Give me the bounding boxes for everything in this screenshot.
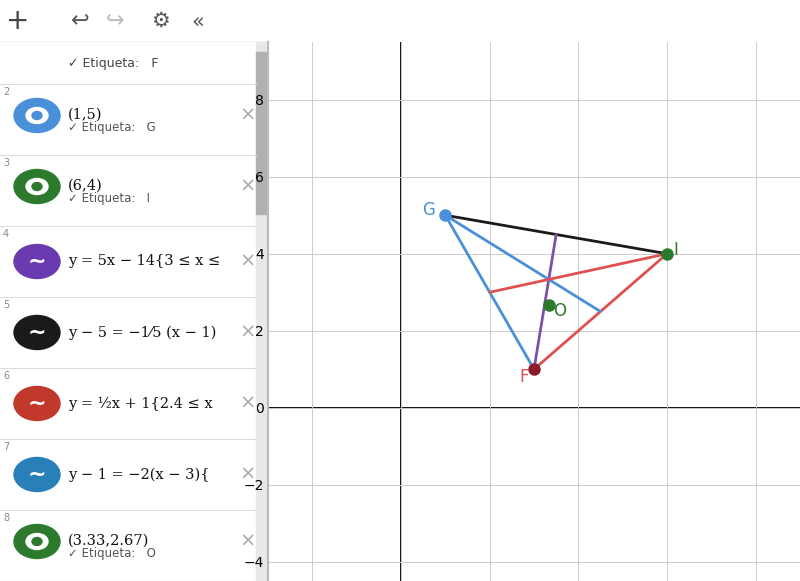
Text: ×: ×: [240, 323, 256, 342]
Text: ×: ×: [240, 177, 256, 196]
Ellipse shape: [14, 170, 60, 203]
Text: ⚙: ⚙: [150, 11, 170, 31]
Ellipse shape: [32, 537, 42, 546]
Text: ~: ~: [28, 393, 46, 414]
Text: (1,5): (1,5): [68, 107, 102, 121]
Text: 2: 2: [3, 87, 10, 97]
Text: ↪: ↪: [106, 11, 124, 31]
Text: y − 5 = −1⁄5 (x − 1): y − 5 = −1⁄5 (x − 1): [68, 325, 216, 340]
Text: +: +: [6, 7, 30, 35]
Text: ×: ×: [240, 106, 256, 125]
Text: y = ½x + 1{2.4 ≤ x: y = ½x + 1{2.4 ≤ x: [68, 396, 213, 411]
Text: ~: ~: [28, 322, 46, 343]
Ellipse shape: [26, 107, 48, 124]
Text: F: F: [519, 368, 529, 386]
Ellipse shape: [32, 182, 42, 191]
Text: 5: 5: [3, 300, 10, 310]
Text: I: I: [674, 241, 678, 259]
Text: y − 1 = −2(x − 3){: y − 1 = −2(x − 3){: [68, 467, 210, 482]
Ellipse shape: [14, 245, 60, 278]
Ellipse shape: [14, 386, 60, 421]
Text: (3.33,2.67): (3.33,2.67): [68, 533, 150, 547]
Text: 8: 8: [3, 513, 9, 523]
Text: ~: ~: [28, 252, 46, 271]
Bar: [256, 52, 268, 214]
Ellipse shape: [14, 457, 60, 492]
Ellipse shape: [26, 533, 48, 550]
Ellipse shape: [14, 99, 60, 132]
Text: ✓ Etiqueta:   O: ✓ Etiqueta: O: [68, 547, 156, 560]
Text: ✓ Etiqueta:   I: ✓ Etiqueta: I: [68, 192, 150, 205]
Text: O: O: [553, 302, 566, 320]
Text: 4: 4: [3, 229, 9, 239]
Text: ✓ Etiqueta:   F: ✓ Etiqueta: F: [68, 56, 158, 70]
Ellipse shape: [14, 315, 60, 350]
Text: ×: ×: [240, 532, 256, 551]
Text: (6,4): (6,4): [68, 178, 102, 192]
Text: G: G: [422, 201, 435, 219]
Ellipse shape: [14, 525, 60, 558]
Text: «: «: [192, 11, 204, 31]
Text: 3: 3: [3, 158, 9, 168]
Ellipse shape: [32, 112, 42, 120]
Text: ↩: ↩: [70, 11, 90, 31]
Ellipse shape: [26, 178, 48, 195]
Text: ✓ Etiqueta:   G: ✓ Etiqueta: G: [68, 121, 156, 134]
Text: y = 5x − 14{3 ≤ x ≤: y = 5x − 14{3 ≤ x ≤: [68, 254, 220, 268]
Text: ×: ×: [240, 465, 256, 484]
Text: ~: ~: [28, 464, 46, 485]
Bar: [256, 42, 268, 581]
Text: 7: 7: [3, 442, 10, 452]
Text: ×: ×: [240, 252, 256, 271]
Text: 6: 6: [3, 371, 9, 381]
Text: ×: ×: [240, 394, 256, 413]
